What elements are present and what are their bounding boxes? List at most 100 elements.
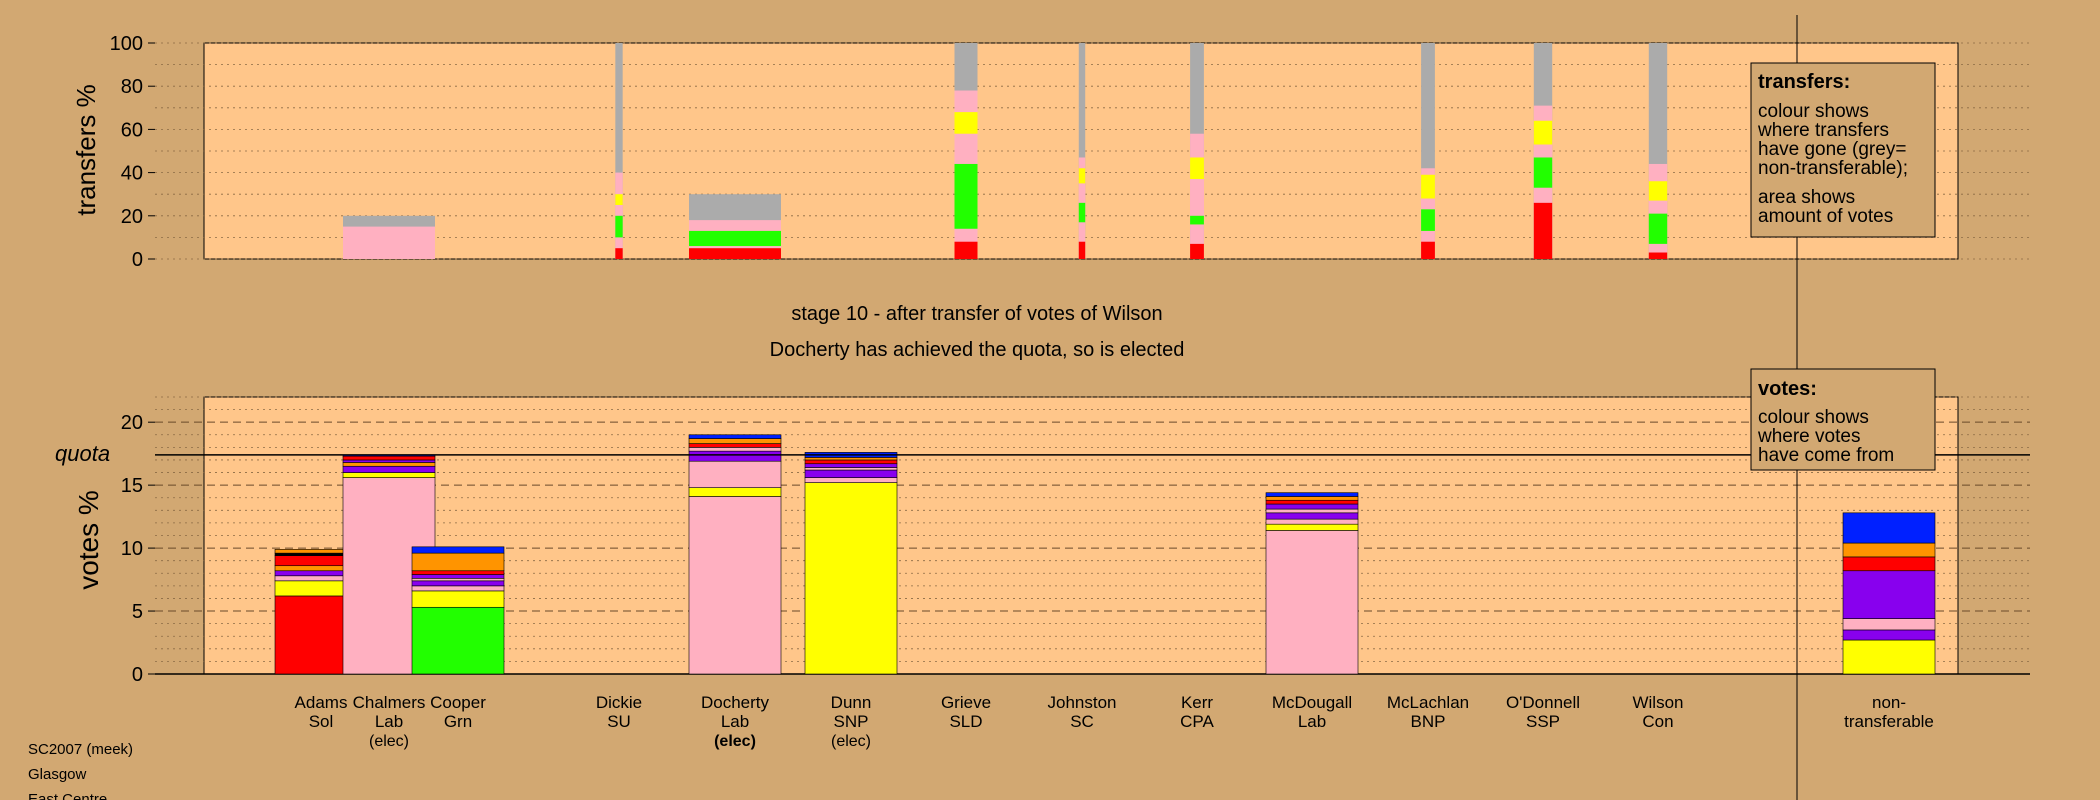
vote-segment — [1265, 503, 1359, 510]
candidate-party: SC — [1070, 712, 1094, 731]
transfer-segment — [615, 205, 623, 216]
vote-segment — [342, 462, 436, 467]
stage-title: stage 10 - after transfer of votes of Wi… — [791, 303, 1162, 325]
vote-segment — [804, 482, 898, 675]
transfer-segment — [1533, 202, 1553, 259]
votes-y-axis: 0 5 10 15 20 — [121, 412, 155, 686]
y-tick-label: 40 — [121, 163, 143, 185]
candidate-name: Cooper — [430, 693, 486, 712]
transfer-segment — [954, 135, 978, 164]
transfers-y-axis-label: transfers % — [71, 84, 101, 216]
vote-segment — [342, 459, 436, 463]
transfers-legend-line: where transfers — [1757, 120, 1889, 141]
transfer-segment — [689, 230, 781, 247]
votes-legend: votes: colour shows where votes have com… — [1750, 368, 1936, 471]
transfer-segment — [615, 43, 623, 259]
transfer-segment — [1421, 198, 1435, 210]
transfer-segment — [615, 215, 623, 238]
candidate-party: Lab — [721, 712, 749, 731]
stage-status: Docherty has achieved the quota, so is e… — [770, 339, 1185, 361]
candidate-name: Dunn — [831, 693, 872, 712]
candidate-party: BNP — [1411, 712, 1446, 731]
transfer-segment — [954, 112, 978, 134]
votes-legend-line: where votes — [1757, 426, 1860, 447]
vote-segment — [1265, 508, 1359, 514]
candidate-party: Lab — [375, 712, 403, 731]
vote-segment — [1842, 542, 1936, 558]
transfer-segment — [615, 248, 623, 259]
vote-segment — [1265, 499, 1359, 505]
transfer-segment — [1078, 168, 1086, 184]
y-tick-label: 15 — [121, 475, 143, 497]
candidate-name: McLachlan — [1387, 693, 1469, 712]
vote-segment — [1265, 496, 1359, 501]
vote-segment — [688, 487, 782, 497]
transfers-legend-line: have gone (grey= — [1758, 139, 1906, 160]
transfers-legend-line: colour shows — [1758, 101, 1869, 122]
candidate-party: SNP — [834, 712, 869, 731]
vote-segment — [688, 434, 782, 439]
candidate-party: Grn — [444, 712, 472, 731]
candidate-party: CPA — [1180, 712, 1214, 731]
vote-segment — [1842, 570, 1936, 619]
votes-legend-line: have come from — [1758, 445, 1894, 466]
vote-segment — [804, 459, 898, 465]
transfer-segment — [1190, 179, 1204, 216]
vote-segment — [411, 546, 505, 554]
transfer-segment — [1190, 157, 1204, 180]
y-tick-label: 100 — [110, 33, 143, 55]
vote-segment — [411, 580, 505, 587]
y-tick-label: 20 — [121, 412, 143, 434]
transfer-segment — [1648, 200, 1668, 214]
vote-segment — [688, 438, 782, 444]
transfers-grid — [155, 42, 2030, 260]
vote-segment — [688, 450, 782, 462]
candidate-status: (elec) — [714, 733, 756, 750]
transfers-y-axis: 0 20 40 60 80 100 — [110, 33, 155, 271]
y-tick-label: 5 — [132, 601, 143, 623]
vote-segment — [688, 460, 782, 488]
y-tick-label: 0 — [132, 664, 143, 686]
transfer-segment — [1078, 43, 1086, 259]
candidate-name: Dickie — [596, 693, 642, 712]
vote-segment — [688, 443, 782, 448]
vote-segment — [342, 472, 436, 478]
candidate-name: Kerr — [1181, 693, 1213, 712]
transfer-segment — [1078, 241, 1086, 259]
vote-segment — [688, 496, 782, 675]
vote-segment — [1265, 518, 1359, 525]
vote-segment — [1265, 492, 1359, 497]
candidate-name: Grieve — [941, 693, 991, 712]
nontransferable-label: non- — [1872, 693, 1906, 712]
candidate-party: SSP — [1526, 712, 1560, 731]
candidate-party: Lab — [1298, 712, 1326, 731]
vote-segment — [411, 570, 505, 575]
candidate-status: (elec) — [369, 733, 409, 750]
transfer-segment — [1648, 213, 1668, 244]
transfer-segment — [343, 226, 435, 259]
transfer-segment — [954, 241, 978, 259]
transfer-segment — [1533, 120, 1553, 145]
vote-segment — [804, 477, 898, 483]
vote-segment — [411, 552, 505, 572]
transfer-segment — [1533, 144, 1553, 158]
nontransferable-label: transferable — [1844, 712, 1934, 731]
y-tick-label: 60 — [121, 119, 143, 141]
votes-y-axis-label: votes % — [73, 490, 104, 590]
transfers-legend-title: transfers: — [1758, 71, 1850, 93]
vote-segment — [411, 585, 505, 592]
y-tick-label: 20 — [121, 206, 143, 228]
y-tick-label: 80 — [121, 76, 143, 98]
candidate-name: O'Donnell — [1506, 693, 1580, 712]
votes-legend-title: votes: — [1758, 378, 1817, 400]
transfers-bars — [343, 43, 1668, 260]
candidate-name: Adams — [295, 693, 348, 712]
vote-segment — [1842, 512, 1936, 544]
vote-segment — [1842, 639, 1936, 675]
transfer-segment — [1533, 157, 1553, 188]
transfers-legend-line: non-transferable); — [1758, 158, 1908, 179]
transfer-segment — [1421, 209, 1435, 231]
transfers-legend-line: amount of votes — [1758, 206, 1893, 227]
transfer-segment — [1078, 185, 1086, 203]
